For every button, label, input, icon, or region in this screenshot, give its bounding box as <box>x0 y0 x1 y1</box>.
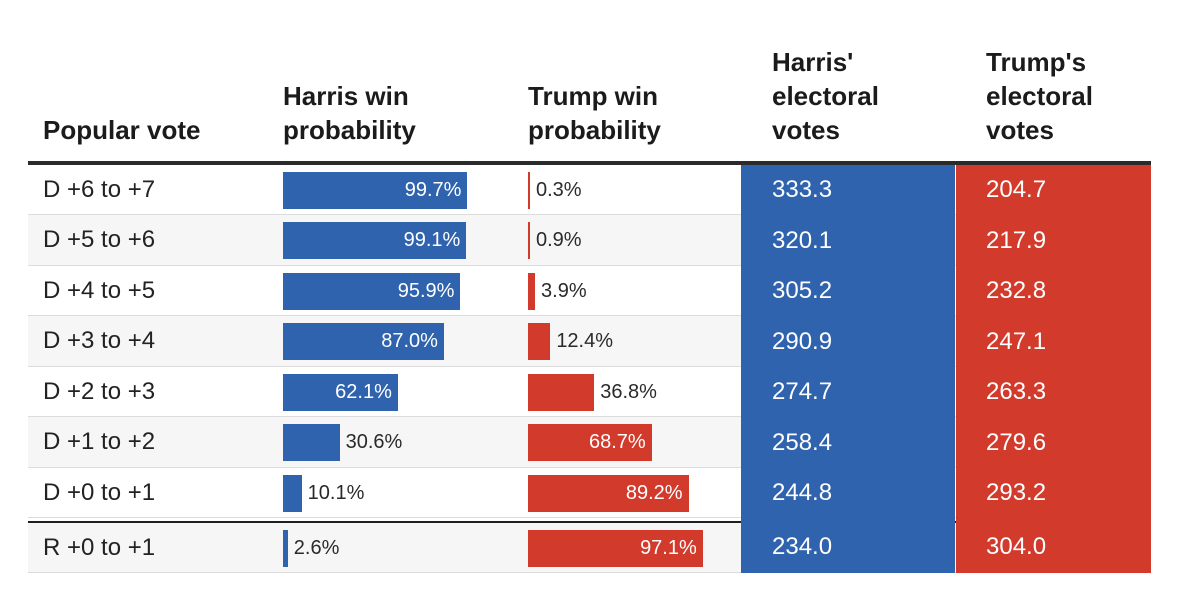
trump-probability-label: 3.9% <box>541 280 587 302</box>
trump-probability-bar <box>528 530 703 567</box>
trump-probability-label: 97.1% <box>640 537 697 559</box>
table-row: D +4 to +5 95.9% 3.9% <box>28 266 1151 316</box>
harris-probability-label: 62.1% <box>335 381 392 403</box>
harris-electoral-votes-value: 320.1 <box>772 227 833 254</box>
row-label: D +5 to +6 <box>43 226 156 253</box>
harris-probability-label: 99.7% <box>404 179 462 201</box>
trump-probability-label: 12.4% <box>556 330 614 352</box>
row-label: D +6 to +7 <box>43 176 156 203</box>
harris-electoral-votes-value: 333.3 <box>772 176 833 203</box>
harris-probability-bar <box>283 273 461 310</box>
harris-electoral-votes-column <box>741 165 955 573</box>
harris-probability-bar <box>283 323 444 360</box>
trump-electoral-votes-value: 232.8 <box>986 277 1047 304</box>
header-trump-win-probability: Trump win probability <box>528 81 661 145</box>
harris-probability-label: 10.1% <box>307 482 365 504</box>
trump-probability-bar <box>528 222 530 259</box>
harris-electoral-votes-value: 234.0 <box>772 533 833 560</box>
trump-probability-bar <box>528 172 530 209</box>
header-harris-win-probability: Harris win probability <box>283 81 416 145</box>
table-row: D +2 to +3 62.1% 36.8% <box>28 367 1151 417</box>
trump-probability-label: 36.8% <box>600 381 657 403</box>
harris-probability-label: 95.9% <box>397 280 455 302</box>
harris-probability-bar <box>283 172 468 209</box>
trump-electoral-votes-value: 217.9 <box>986 227 1047 254</box>
row-label: D +1 to +2 <box>43 428 156 455</box>
header-trump-electoral-votes: Trump's electoral votes <box>986 47 1093 145</box>
row-label: D +3 to +4 <box>43 327 156 354</box>
trump-probability-label: 68.7% <box>588 431 646 453</box>
trump-probability-label: 89.2% <box>625 482 683 504</box>
trump-electoral-votes-value: 263.3 <box>986 378 1047 405</box>
trump-electoral-votes-value: 279.6 <box>986 429 1047 456</box>
table-row: D +6 to +7 99.7% 0.3% <box>28 165 1151 215</box>
trump-probability-label: 0.3% <box>536 179 582 201</box>
trump-electoral-votes-column <box>956 165 1151 573</box>
harris-electoral-votes-value: 305.2 <box>772 277 833 304</box>
trump-electoral-votes-value: 204.7 <box>986 176 1047 203</box>
harris-electoral-votes-value: 274.7 <box>772 378 833 405</box>
results-table: Popular vote Harris win probability Trum… <box>28 0 1151 602</box>
harris-electoral-votes-value: 290.9 <box>772 328 833 355</box>
row-label: D +4 to +5 <box>43 277 156 304</box>
trump-electoral-votes-value: 247.1 <box>986 328 1047 355</box>
trump-probability-bar <box>528 273 536 310</box>
trump-probability-bar <box>528 475 689 512</box>
trump-electoral-votes-value: 304.0 <box>986 533 1047 560</box>
harris-probability-label: 30.6% <box>345 431 403 453</box>
trump-probability-bar <box>528 323 551 360</box>
harris-probability-bar <box>283 374 398 411</box>
harris-probability-bar <box>283 530 288 567</box>
row-label: R +0 to +1 <box>43 534 156 561</box>
harris-probability-bar <box>283 222 467 259</box>
table-row: D +0 to +1 10.1% 89.2% <box>28 468 1151 518</box>
harris-probability-label: 2.6% <box>293 537 340 559</box>
harris-probability-bar <box>283 424 340 461</box>
trump-probability-bar <box>528 424 652 461</box>
header-harris-electoral-votes: Harris' electoral votes <box>772 47 879 145</box>
row-label: D +2 to +3 <box>43 378 156 405</box>
trump-probability-label: 0.9% <box>536 229 582 251</box>
harris-electoral-votes-value: 244.8 <box>772 479 833 506</box>
header-popular-vote: Popular vote <box>43 115 201 145</box>
harris-probability-bar <box>283 475 302 512</box>
row-label: D +0 to +1 <box>43 479 156 506</box>
harris-probability-label: 99.1% <box>403 229 461 251</box>
header-rule <box>28 161 1151 165</box>
trump-probability-bar <box>528 374 595 411</box>
harris-electoral-votes-value: 258.4 <box>772 429 833 456</box>
trump-electoral-votes-value: 293.2 <box>986 479 1047 506</box>
harris-probability-label: 87.0% <box>381 330 438 352</box>
